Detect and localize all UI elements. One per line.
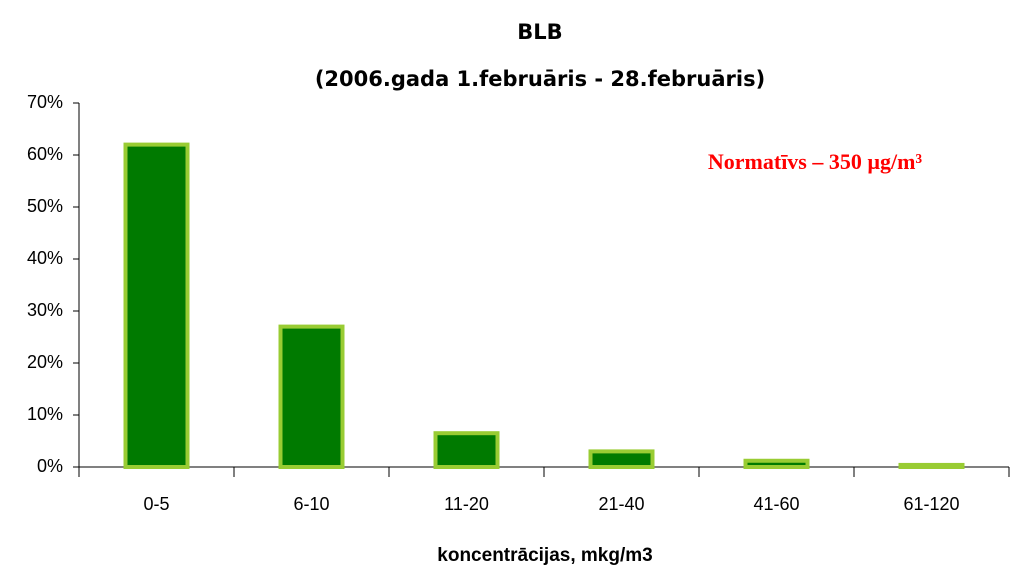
x-tick-label: 41-60 xyxy=(753,494,799,514)
bar xyxy=(433,431,500,470)
y-tick-label: 10% xyxy=(27,404,63,424)
bar xyxy=(278,324,345,469)
x-tick-label: 61-120 xyxy=(903,494,959,514)
annotation: Normatīvs – 350 µg/m³ xyxy=(708,149,923,174)
y-tick-label: 70% xyxy=(27,92,63,112)
chart-subtitle: (2006.gada 1.februāris - 28.februāris) xyxy=(315,67,765,91)
y-tick-label: 30% xyxy=(27,300,63,320)
bar xyxy=(743,458,810,470)
bar xyxy=(588,449,655,469)
y-tick-label: 20% xyxy=(27,352,63,372)
x-tick-label: 21-40 xyxy=(598,494,644,514)
bar xyxy=(898,462,965,470)
chart-title: BLB xyxy=(517,20,562,44)
y-tick-label: 40% xyxy=(27,248,63,268)
y-tick-label: 50% xyxy=(27,196,63,216)
x-tick-label: 0-5 xyxy=(143,494,169,514)
x-axis-label: koncentrācijas, mkg/m3 xyxy=(437,545,652,566)
x-tick-label: 11-20 xyxy=(444,494,489,514)
y-tick-label: 60% xyxy=(27,144,63,164)
x-tick-label: 6-10 xyxy=(293,494,329,514)
y-tick-label: 0% xyxy=(37,456,63,476)
bar xyxy=(123,142,190,469)
